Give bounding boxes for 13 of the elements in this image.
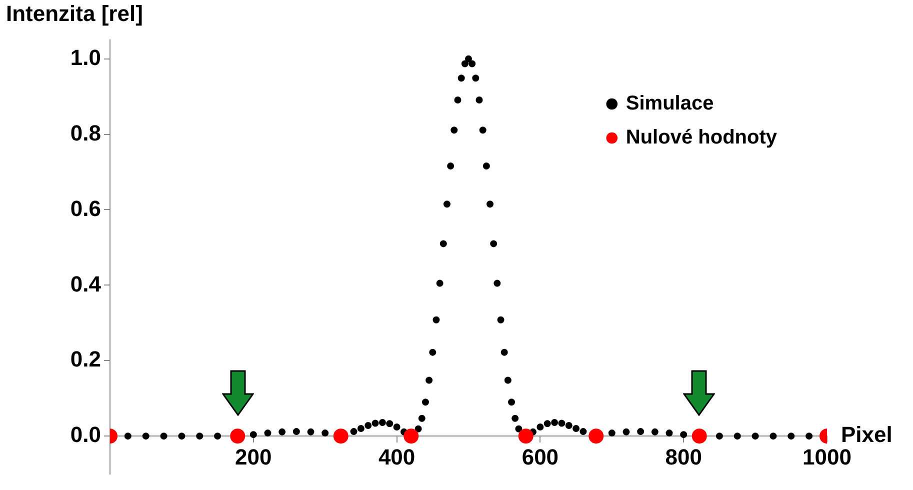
- y-tick-label: 0.0: [70, 422, 101, 448]
- y-tick-label: 0.8: [70, 120, 101, 146]
- x-tick-label: 400: [378, 444, 416, 470]
- x-tick-label: 800: [665, 444, 702, 470]
- y-axis-title: Intenzita [rel]: [6, 1, 143, 26]
- x-tick-label: 200: [235, 444, 272, 470]
- y-tick-label: 0.6: [70, 196, 101, 221]
- legend-label: Nulové hodnoty: [626, 126, 778, 149]
- x-tick-label: 600: [522, 444, 559, 470]
- y-tick-label: 0.4: [70, 271, 102, 296]
- y-tick-label: 1.0: [70, 44, 101, 70]
- legend-label: Simulace: [626, 92, 714, 115]
- y-tick-label: 0.2: [70, 346, 101, 372]
